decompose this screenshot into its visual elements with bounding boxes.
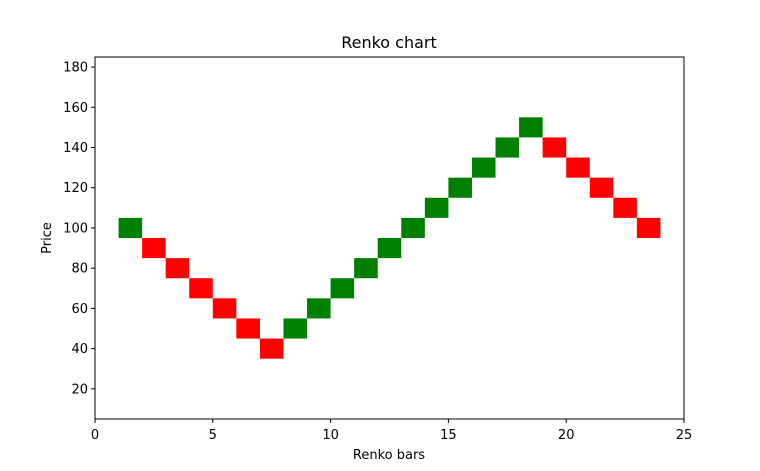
bricks-layer [118,117,661,359]
y-tick-label: 60 [71,302,88,317]
renko-brick-7-down [259,338,284,359]
renko-brick-22-down [613,197,637,218]
x-tick-label: 25 [676,428,693,443]
y-tick-label: 40 [71,342,88,357]
renko-brick-5-down [212,298,237,319]
renko-brick-14-up [424,197,449,218]
chart-title: Renko chart [341,33,437,52]
renko-brick-2-down [142,238,166,259]
renko-brick-12-up [377,238,402,259]
x-tick-label: 10 [322,428,339,443]
y-tick-label: 80 [71,262,88,277]
renko-brick-21-down [589,177,614,198]
renko-brick-15-up [448,177,472,198]
renko-brick-20-down [566,157,590,178]
renko-brick-10-up [330,278,355,299]
x-axis-label: Renko bars [353,448,425,463]
x-tick-label: 5 [209,428,217,443]
renko-brick-16-up [471,157,496,178]
renko-brick-19-down [542,137,567,158]
renko-brick-23-down [636,217,661,238]
renko-brick-1-up [118,217,143,238]
renko-brick-18-up [519,117,543,138]
ticks-layer: 0 5 10 15 20 25 20 40 60 80 100 120 140 160 180 [63,61,692,443]
renko-brick-4-down [189,278,213,299]
y-tick-label: 100 [63,221,88,236]
y-tick-label: 140 [63,141,88,156]
renko-brick-11-up [354,258,378,279]
renko-brick-13-up [401,217,425,238]
plot-frame [94,56,685,420]
renko-brick-9-up [307,298,331,319]
y-axis-label: Price [40,222,55,254]
x-tick-label: 0 [91,428,99,443]
renko-brick-3-down [165,258,190,279]
x-tick-label: 15 [440,428,457,443]
renko-brick-17-up [495,137,520,158]
y-tick-label: 120 [63,181,88,196]
renko-brick-8-up [283,318,308,339]
y-tick-label: 160 [63,101,88,116]
y-tick-label: 180 [63,61,88,76]
x-tick-label: 20 [558,428,575,443]
y-tick-label: 20 [71,382,88,397]
renko-brick-6-down [236,318,260,339]
